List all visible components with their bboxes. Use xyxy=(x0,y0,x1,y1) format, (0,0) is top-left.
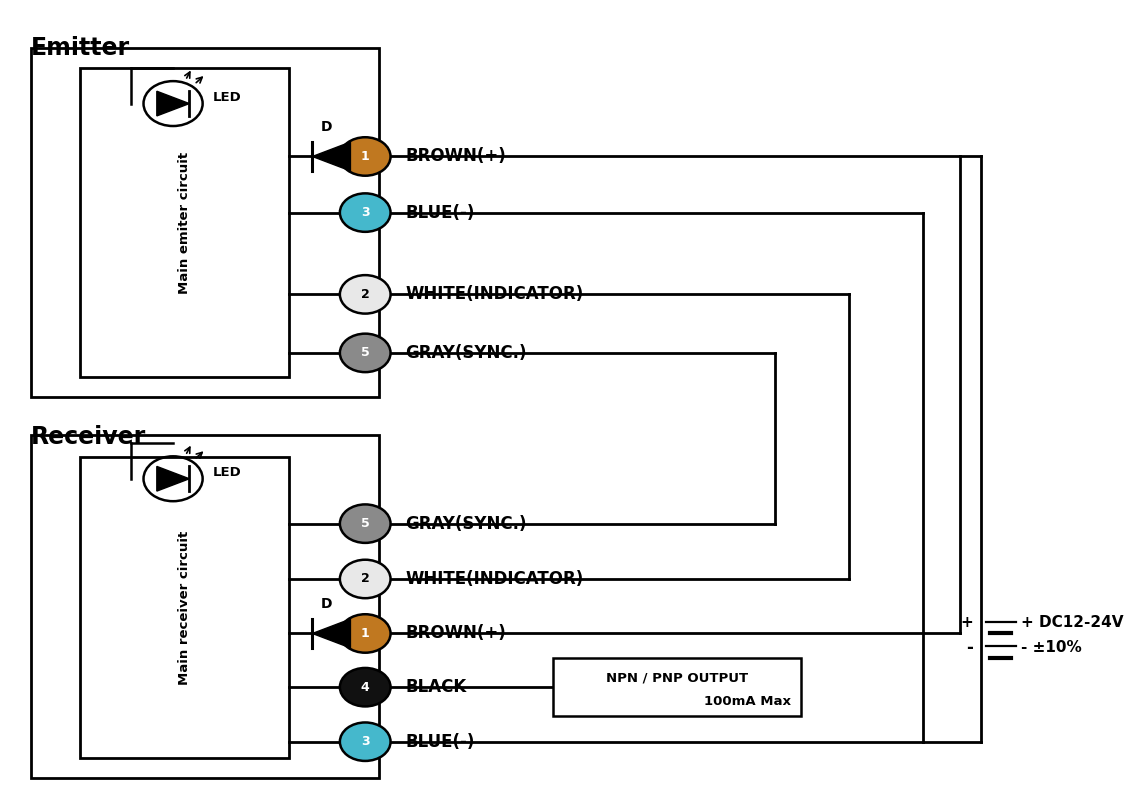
Text: BLUE(-): BLUE(-) xyxy=(405,733,475,751)
Text: + DC12-24V: + DC12-24V xyxy=(1021,615,1124,629)
Text: 4: 4 xyxy=(361,680,370,693)
Text: WHITE(INDICATOR): WHITE(INDICATOR) xyxy=(405,285,584,304)
Circle shape xyxy=(340,668,390,706)
Text: Emitter: Emitter xyxy=(31,36,129,60)
Text: D: D xyxy=(321,120,332,134)
Text: Receiver: Receiver xyxy=(31,425,146,449)
Text: BROWN(+): BROWN(+) xyxy=(405,625,506,642)
Circle shape xyxy=(340,194,390,232)
Text: WHITE(INDICATOR): WHITE(INDICATOR) xyxy=(405,570,584,588)
Text: 5: 5 xyxy=(361,517,370,531)
Text: GRAY(SYNC.): GRAY(SYNC.) xyxy=(405,344,527,362)
Text: BLACK: BLACK xyxy=(405,678,466,696)
Text: 5: 5 xyxy=(361,347,370,360)
Bar xyxy=(81,68,289,377)
Text: 1: 1 xyxy=(361,150,370,163)
Text: Main receiver circuit: Main receiver circuit xyxy=(178,531,192,684)
Bar xyxy=(81,457,289,757)
Text: 3: 3 xyxy=(361,735,370,748)
Text: - ±10%: - ±10% xyxy=(1021,641,1082,655)
Circle shape xyxy=(340,505,390,543)
Text: 2: 2 xyxy=(361,573,370,586)
Text: BROWN(+): BROWN(+) xyxy=(405,147,506,165)
Text: 2: 2 xyxy=(361,288,370,301)
Bar xyxy=(31,435,379,778)
Text: Main emiter circuit: Main emiter circuit xyxy=(178,151,192,294)
Bar xyxy=(31,49,379,397)
Circle shape xyxy=(340,137,390,176)
Circle shape xyxy=(340,334,390,372)
Polygon shape xyxy=(156,92,189,116)
Text: GRAY(SYNC.): GRAY(SYNC.) xyxy=(405,514,527,533)
Bar xyxy=(553,659,802,716)
Text: 3: 3 xyxy=(361,206,370,219)
Text: LED: LED xyxy=(213,466,242,479)
Circle shape xyxy=(340,275,390,313)
Text: 100mA Max: 100mA Max xyxy=(703,695,790,708)
Text: 1: 1 xyxy=(361,627,370,640)
Text: D: D xyxy=(321,597,332,611)
Text: +: + xyxy=(960,615,973,629)
Text: LED: LED xyxy=(213,91,242,104)
Text: BLUE(-): BLUE(-) xyxy=(405,203,475,222)
Text: NPN / PNP OUTPUT: NPN / PNP OUTPUT xyxy=(606,671,748,684)
Polygon shape xyxy=(156,467,189,491)
Circle shape xyxy=(340,614,390,653)
Circle shape xyxy=(340,560,390,599)
Circle shape xyxy=(340,723,390,761)
Polygon shape xyxy=(313,142,350,171)
Polygon shape xyxy=(313,619,350,648)
Text: -: - xyxy=(966,639,973,657)
